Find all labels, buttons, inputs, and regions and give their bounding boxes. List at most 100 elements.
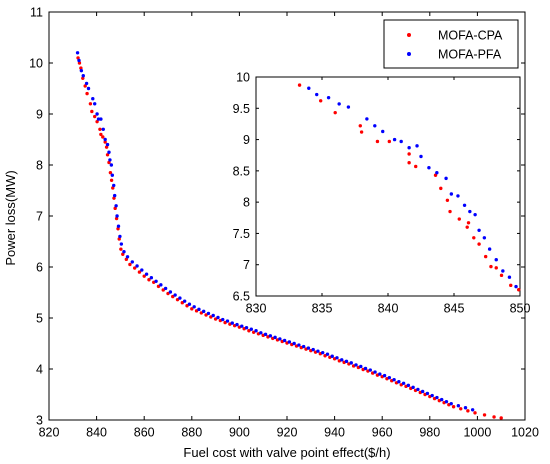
inset-y-tick-label: 8.5 [233,164,250,178]
inset-point [433,173,438,177]
main-point [301,344,306,349]
main-point [278,337,282,341]
inset-point [473,212,477,217]
main-point [154,279,158,283]
main-point [235,322,239,327]
main-point [85,91,89,96]
main-point [115,214,119,218]
inset-point [457,217,461,221]
main-point [168,290,173,294]
main-point [340,358,344,362]
inset-point [407,152,411,156]
main-point [459,407,463,411]
main-x-tick-label: 1020 [511,426,539,440]
main-point [244,325,249,330]
main-point [88,102,93,106]
main-point [206,311,211,316]
main-point [178,296,182,300]
inset-point [456,194,460,198]
inset-point [468,209,472,214]
main-point [430,393,434,398]
main-point [456,404,461,408]
inset-point [365,117,369,121]
main-point [187,302,192,306]
inset-y-ticks: 6.5 7 7.5 8 8.5 9 9.5 10 [233,71,520,304]
inset-point [414,164,418,169]
main-point [359,364,363,369]
main-point [363,366,368,371]
main-point [225,319,230,323]
main-point [142,274,146,278]
main-point [83,84,87,88]
inset-point [466,221,471,225]
main-point [411,385,415,390]
main-point [76,56,80,60]
x-axis-label: Fuel cost with valve point effect($/h) [183,445,390,460]
main-point [93,102,97,106]
main-point [110,173,115,177]
main-point [109,178,114,182]
main-point [449,401,453,406]
main-point [84,81,89,86]
inset-point [399,139,403,144]
inset-point [501,269,505,273]
inset-y-tick-label: 10 [236,71,250,85]
main-point [473,411,477,415]
inset-series-pfa [307,86,518,289]
main-point [197,307,201,312]
main-point [173,293,177,297]
inset-point [307,86,311,90]
main-y-ticks: 3 4 5 6 7 8 9 10 11 [29,6,525,428]
main-point [382,373,387,378]
main-point [95,112,99,116]
main-point [119,242,124,246]
inset-point [392,137,397,142]
inset-x-tick-label: 840 [378,302,399,316]
main-point [75,51,80,55]
main-point [349,361,353,365]
main-point [416,387,420,392]
inset-point [373,124,377,128]
main-point [230,321,234,325]
main-point [90,109,94,114]
main-point [147,278,151,282]
main-point [95,119,99,124]
main-point [401,381,406,385]
main-point [190,307,194,311]
main-point [137,270,142,274]
main-x-tick-label: 900 [229,426,250,440]
main-point [440,397,444,402]
main-point [420,389,425,394]
main-point [444,399,449,404]
inset-y-tick-label: 9 [243,133,250,147]
main-point [240,324,244,328]
main-point [297,343,301,347]
main-point [119,247,123,251]
inset-point [435,171,439,175]
main-point [79,68,84,73]
inset-point [444,176,448,181]
main-point [125,255,130,259]
main-point [81,76,85,81]
inset-data-points [297,83,521,292]
main-point [282,338,287,343]
inset-point [439,186,443,191]
main-point [406,383,411,388]
legend: MOFA-CPA MOFA-PFA [383,19,519,69]
main-point [451,405,456,409]
main-point [311,347,315,352]
inset-point [477,242,481,246]
main-point [114,216,119,221]
main-point [373,370,377,374]
main-point [118,234,122,239]
inset-point [315,92,319,97]
main-y-tick-label: 3 [36,414,43,428]
main-x-tick-label: 960 [372,426,393,440]
main-point [425,391,430,396]
main-point [316,349,320,353]
inset-point [375,139,380,144]
inset-point [499,273,504,278]
inset-point [427,166,431,170]
main-point [378,372,382,376]
main-point [368,368,372,372]
